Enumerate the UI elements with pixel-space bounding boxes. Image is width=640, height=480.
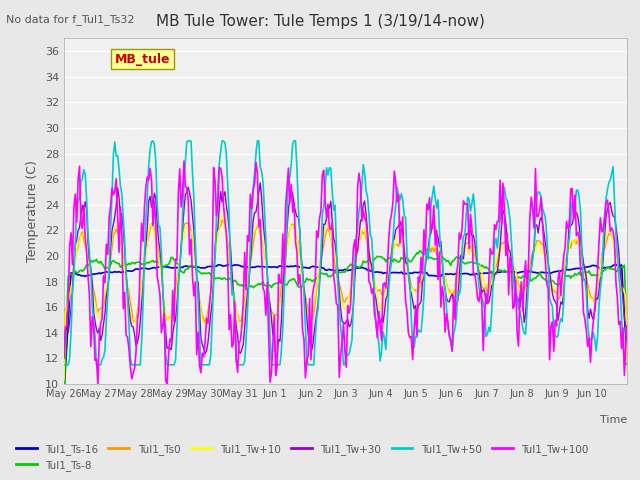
Text: MB_tule: MB_tule: [115, 53, 170, 66]
Legend: Tul1_Ts-16, Tul1_Ts-8, Tul1_Ts0, Tul1_Tw+10, Tul1_Tw+30, Tul1_Tw+50, Tul1_Tw+100: Tul1_Ts-16, Tul1_Ts-8, Tul1_Ts0, Tul1_Tw…: [12, 439, 593, 475]
Text: No data for f_Tul1_Ts32: No data for f_Tul1_Ts32: [6, 14, 135, 25]
Text: MB Tule Tower: Tule Temps 1 (3/19/14-now): MB Tule Tower: Tule Temps 1 (3/19/14-now…: [156, 14, 484, 29]
Y-axis label: Temperature (C): Temperature (C): [26, 160, 39, 262]
Text: Time: Time: [600, 415, 627, 425]
